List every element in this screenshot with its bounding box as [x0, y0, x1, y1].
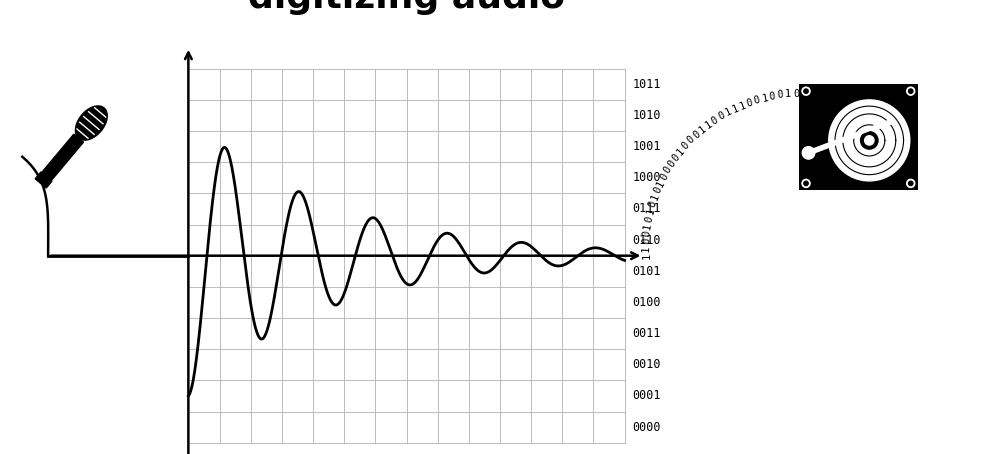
Circle shape — [907, 87, 915, 95]
Circle shape — [909, 89, 913, 94]
Text: 0: 0 — [643, 215, 655, 223]
Text: 0: 0 — [670, 152, 682, 163]
Circle shape — [907, 179, 915, 188]
Text: 0: 0 — [642, 230, 652, 237]
Text: 1010: 1010 — [632, 109, 661, 122]
Text: 0: 0 — [745, 97, 754, 109]
Text: 0: 0 — [662, 165, 674, 175]
Text: 1: 1 — [645, 207, 656, 216]
Polygon shape — [42, 134, 83, 181]
Text: 0: 0 — [647, 200, 658, 209]
Text: digitizing audio: digitizing audio — [248, 0, 565, 15]
Text: 0010: 0010 — [632, 358, 661, 371]
Text: 0: 0 — [641, 237, 652, 245]
Text: 1: 1 — [738, 100, 747, 111]
Text: 0: 0 — [680, 140, 692, 151]
Polygon shape — [75, 106, 107, 140]
Text: 0101: 0101 — [632, 265, 661, 278]
Text: 0: 0 — [691, 129, 702, 140]
Circle shape — [802, 147, 815, 159]
Text: 0100: 0100 — [632, 296, 661, 309]
Text: 1: 1 — [641, 245, 651, 252]
Circle shape — [802, 87, 810, 95]
Text: 0: 0 — [652, 185, 664, 195]
Text: 0001: 0001 — [632, 390, 661, 402]
FancyBboxPatch shape — [799, 84, 918, 190]
Text: 1: 1 — [703, 119, 714, 131]
Circle shape — [865, 136, 874, 145]
Text: 0110: 0110 — [632, 234, 661, 247]
Circle shape — [804, 181, 808, 186]
Text: 0: 0 — [685, 134, 697, 146]
Polygon shape — [35, 172, 52, 188]
Text: 0: 0 — [716, 110, 727, 122]
Circle shape — [829, 100, 910, 181]
Text: 0: 0 — [710, 114, 720, 126]
Text: 0: 0 — [793, 89, 799, 99]
Text: 0011: 0011 — [632, 327, 661, 340]
Circle shape — [909, 181, 913, 186]
Text: 1: 1 — [641, 252, 651, 259]
Text: 1: 1 — [675, 146, 687, 157]
Text: 1001: 1001 — [632, 140, 661, 153]
Text: 1: 1 — [642, 222, 653, 230]
Text: 1: 1 — [723, 107, 733, 118]
Text: 0: 0 — [777, 90, 784, 100]
Circle shape — [861, 132, 878, 149]
Text: 0111: 0111 — [632, 202, 661, 216]
Text: 0: 0 — [753, 95, 761, 106]
Text: 0: 0 — [658, 171, 670, 182]
Text: 1011: 1011 — [632, 78, 661, 91]
Text: 0: 0 — [769, 91, 776, 102]
Text: 1000: 1000 — [632, 171, 661, 184]
Text: 1: 1 — [655, 178, 667, 188]
Text: 1: 1 — [697, 124, 708, 135]
Text: 1: 1 — [649, 192, 661, 202]
Circle shape — [804, 89, 808, 94]
Text: 1: 1 — [761, 93, 769, 104]
Text: 1: 1 — [785, 89, 791, 99]
Text: 1: 1 — [730, 103, 740, 115]
Text: 0000: 0000 — [632, 420, 661, 434]
Circle shape — [802, 179, 810, 188]
Text: 0: 0 — [666, 158, 678, 169]
